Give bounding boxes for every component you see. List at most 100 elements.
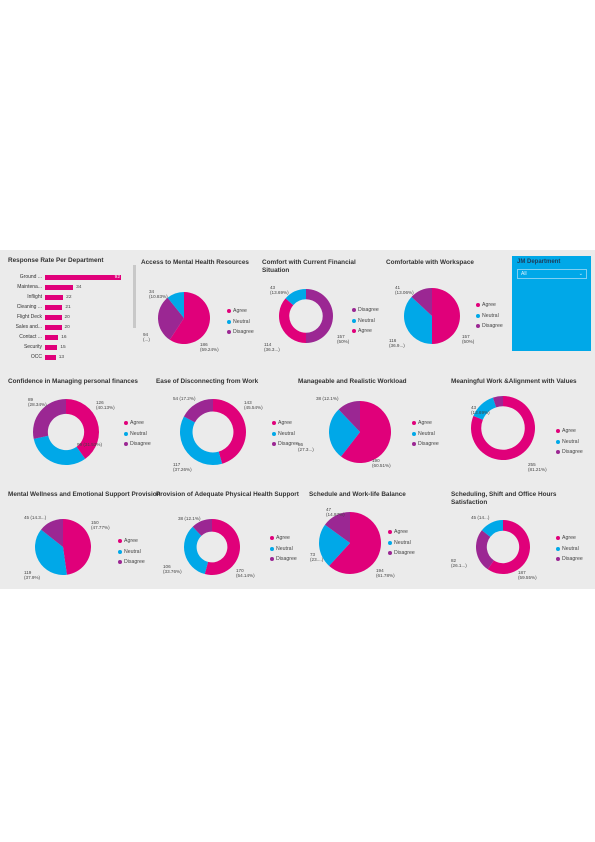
legend-item[interactable]: Agree	[352, 326, 379, 337]
legend-item[interactable]: Disagree	[556, 554, 583, 565]
legend-item[interactable]: Neutral	[272, 429, 299, 440]
bar-row[interactable]: Inflight 22	[2, 294, 71, 300]
slice-neutral[interactable]	[34, 529, 67, 575]
legend-dot-icon	[556, 439, 560, 444]
slice-agree[interactable]	[204, 519, 240, 575]
bar[interactable]	[45, 354, 56, 360]
slice-neutral[interactable]	[319, 524, 350, 566]
bar[interactable]: 92	[45, 274, 121, 280]
donut-svg	[471, 396, 535, 460]
slice-neutral[interactable]	[329, 409, 360, 457]
donut-svg	[158, 292, 210, 344]
legend-item[interactable]: Disagree	[124, 439, 151, 450]
slice-neutral[interactable]	[404, 296, 432, 344]
slice-disagree[interactable]	[338, 401, 360, 432]
slice-agree[interactable]	[340, 401, 391, 463]
slice-disagree[interactable]	[476, 530, 494, 570]
legend-item[interactable]: Neutral	[118, 547, 145, 558]
legend-item[interactable]: Agree	[270, 533, 297, 544]
bar[interactable]	[45, 324, 62, 330]
bar-row[interactable]: Contact ... 16	[2, 334, 67, 340]
slice-neutral[interactable]	[481, 520, 503, 537]
legend-item[interactable]: Disagree	[270, 554, 297, 565]
chevron-down-icon[interactable]: ⌄	[578, 271, 583, 277]
slice-agree[interactable]	[63, 519, 92, 575]
bar[interactable]	[45, 344, 58, 350]
slice-agree[interactable]	[471, 396, 535, 460]
bar-row[interactable]: Cleaning ... 21	[2, 304, 71, 310]
slice-neutral[interactable]	[33, 435, 86, 465]
legend-dot-icon	[270, 557, 274, 562]
legend-item[interactable]: Agree	[476, 300, 503, 311]
slice-disagree[interactable]	[33, 399, 66, 439]
slice-neutral[interactable]	[184, 526, 209, 575]
slice-disagree[interactable]	[183, 399, 213, 423]
bar-row[interactable]: Flight Deck 20	[2, 314, 70, 320]
slice-neutral[interactable]	[473, 397, 497, 420]
legend-label: Neutral	[562, 545, 579, 552]
bar-value: 16	[61, 334, 67, 340]
slice-agree[interactable]	[66, 399, 100, 459]
data-label: 186 (59.24%)	[200, 342, 219, 353]
chart-title: Meaningful Work &Alignment with Values	[451, 378, 577, 385]
legend-item[interactable]: Disagree	[227, 327, 254, 338]
legend-item[interactable]: Neutral	[476, 311, 503, 322]
slice-disagree[interactable]	[324, 512, 350, 543]
legend-item[interactable]: Agree	[227, 306, 254, 317]
slice-agree[interactable]	[432, 288, 461, 344]
legend-item[interactable]: Disagree	[118, 557, 145, 568]
legend-item[interactable]: Disagree	[556, 447, 583, 458]
legend-label: Neutral	[562, 438, 579, 445]
slice-disagree[interactable]	[158, 297, 184, 340]
legend-item[interactable]: Disagree	[476, 321, 503, 332]
legend-item[interactable]: Neutral	[412, 429, 439, 440]
legend-item[interactable]: Agree	[272, 418, 299, 429]
slice-neutral[interactable]	[180, 416, 223, 465]
legend-item[interactable]: Agree	[124, 418, 151, 429]
slice-agree[interactable]	[487, 520, 530, 574]
legend-item[interactable]: Agree	[118, 536, 145, 547]
legend-item[interactable]: Neutral	[124, 429, 151, 440]
bar[interactable]	[45, 304, 63, 310]
legend-item[interactable]: Disagree	[388, 548, 415, 559]
legend-item[interactable]: Neutral	[270, 544, 297, 555]
slice-agree[interactable]	[279, 298, 306, 343]
legend-item[interactable]: Neutral	[388, 538, 415, 549]
slice-neutral[interactable]	[285, 289, 306, 306]
chart-title: Provision of Adequate Physical Health Su…	[156, 491, 299, 498]
legend-item[interactable]: Disagree	[352, 305, 379, 316]
legend-label: Disagree	[130, 441, 151, 448]
bar[interactable]	[45, 284, 74, 290]
slice-agree[interactable]	[169, 292, 210, 344]
bar-row[interactable]: OCC 13	[2, 354, 64, 360]
slice-disagree[interactable]	[41, 519, 63, 547]
legend-item[interactable]: Agree	[388, 527, 415, 538]
slice-neutral[interactable]	[167, 292, 184, 318]
legend-item[interactable]: Disagree	[272, 439, 299, 450]
bar-row[interactable]: Maintena... 34	[2, 284, 81, 290]
bar[interactable]	[45, 314, 62, 320]
legend-item[interactable]: Disagree	[412, 439, 439, 450]
bar-row[interactable]: Security 15	[2, 344, 66, 350]
slice-disagree[interactable]	[306, 289, 334, 343]
slice-disagree[interactable]	[411, 288, 432, 316]
slice-agree[interactable]	[213, 399, 247, 464]
legend-item[interactable]: Agree	[556, 533, 583, 544]
bar[interactable]	[45, 334, 59, 340]
legend-item[interactable]: Agree	[412, 418, 439, 429]
legend-item[interactable]: Neutral	[556, 544, 583, 555]
bar-row[interactable]: Sales and... 20	[2, 324, 70, 330]
bar[interactable]	[45, 294, 64, 300]
slicer-dropdown[interactable]: All ⌄	[517, 269, 587, 279]
legend-item[interactable]: Neutral	[556, 437, 583, 448]
slice-disagree[interactable]	[192, 519, 212, 536]
department-slicer[interactable]: JM Department All ⌄	[512, 256, 591, 351]
legend-item[interactable]: Neutral	[352, 316, 379, 327]
slice-agree[interactable]	[329, 512, 381, 574]
legend-item[interactable]: Neutral	[227, 317, 254, 328]
chart-title: Scheduling, Shift and Office Hours Satis…	[451, 491, 557, 506]
scrollbar[interactable]	[133, 265, 136, 328]
slice-disagree[interactable]	[492, 396, 503, 408]
bar-row[interactable]: Ground ... 92	[2, 274, 121, 280]
legend-item[interactable]: Agree	[556, 426, 583, 437]
